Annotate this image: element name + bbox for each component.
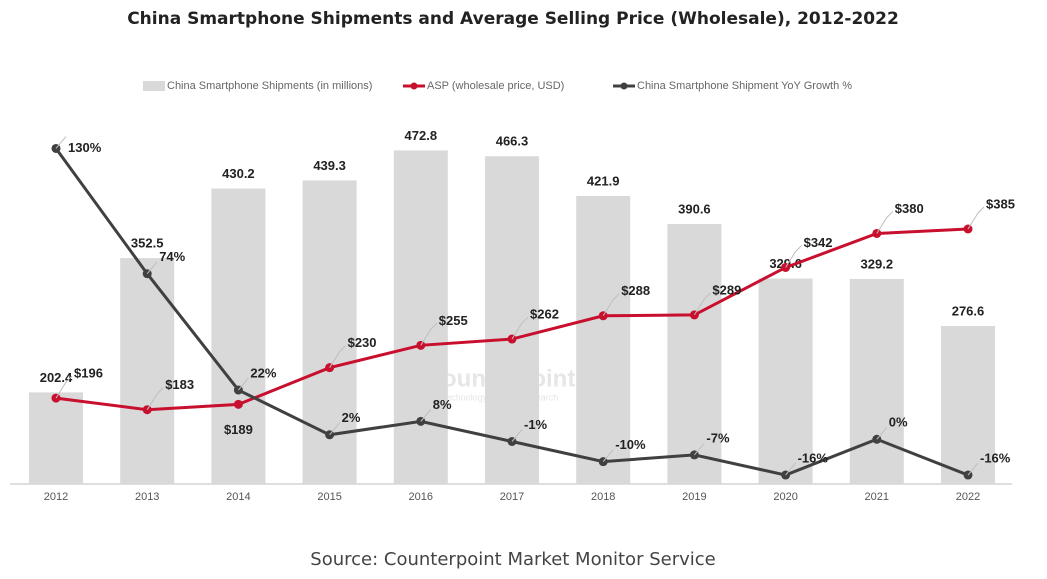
leader-line <box>420 409 432 422</box>
leader-line <box>876 211 894 234</box>
bar-label: 430.2 <box>222 166 255 181</box>
chart-title: China Smartphone Shipments and Average S… <box>127 9 899 29</box>
leader-line <box>693 292 711 316</box>
leader-line <box>329 345 346 368</box>
legend-swatch <box>620 82 628 90</box>
data-label: $255 <box>439 313 468 328</box>
bar-label: 276.6 <box>952 303 985 318</box>
data-label: 22% <box>250 365 276 380</box>
line-point <box>233 399 243 409</box>
leader-line <box>146 261 158 275</box>
x-tick-label: 2015 <box>317 491 341 503</box>
leader-line <box>146 387 164 411</box>
bar <box>485 156 539 485</box>
data-label: 2% <box>342 410 361 425</box>
bar-label: 390.6 <box>678 201 711 216</box>
data-label: -16% <box>798 450 829 465</box>
x-tick-label: 2022 <box>956 491 980 503</box>
bar-label: 439.3 <box>313 158 346 173</box>
x-tick-label: 2020 <box>773 491 797 503</box>
data-label: $380 <box>895 201 924 216</box>
bar <box>758 278 813 484</box>
bar <box>393 150 448 484</box>
x-tick-label: 2013 <box>135 491 159 503</box>
x-tick-label: 2018 <box>591 491 615 503</box>
data-label: $342 <box>804 235 833 250</box>
bar-label: 421.9 <box>587 173 620 188</box>
leader-line <box>694 442 705 456</box>
bar <box>941 325 995 484</box>
data-label: $262 <box>530 306 559 321</box>
data-label: -16% <box>980 450 1011 465</box>
leader-line <box>511 316 529 340</box>
bar-label: 329.2 <box>861 256 894 271</box>
data-label: $189 <box>224 422 253 437</box>
data-label: -10% <box>615 437 646 452</box>
leader-line <box>785 462 796 476</box>
bar <box>120 258 175 484</box>
legend-label: ASP (wholesale price, USD) <box>427 80 564 92</box>
bar-label: 472.8 <box>405 128 438 143</box>
data-label: 8% <box>433 397 452 412</box>
legend-swatch <box>143 81 165 91</box>
bar <box>576 195 631 485</box>
leader-line <box>785 245 802 268</box>
leader-line <box>55 375 73 399</box>
data-label: 0% <box>889 415 908 430</box>
legend-label: China Smartphone Shipment YoY Growth % <box>637 80 852 92</box>
data-label: $385 <box>986 196 1015 211</box>
data-label: -1% <box>524 417 548 432</box>
x-tick-label: 2021 <box>865 491 889 503</box>
data-label: $230 <box>348 335 377 350</box>
bar-label: 352.5 <box>131 236 164 251</box>
leader-line <box>602 293 620 317</box>
leader-line <box>329 422 340 436</box>
data-label: 74% <box>159 249 185 264</box>
leader-line <box>238 377 249 391</box>
leader-line <box>602 449 614 462</box>
leader-line <box>876 426 888 440</box>
bar-label: 202.4 <box>40 370 73 385</box>
x-tick-label: 2014 <box>226 491 250 503</box>
leader-line <box>967 462 979 476</box>
bar <box>667 223 722 484</box>
data-label: $196 <box>74 366 103 381</box>
leader-line <box>420 322 438 346</box>
bar <box>211 188 266 484</box>
x-tick-label: 2016 <box>409 491 433 503</box>
source: Source: Counterpoint Market Monitor Serv… <box>310 549 715 570</box>
data-label: $289 <box>712 282 741 297</box>
data-label: 130% <box>68 140 102 155</box>
leader-line <box>55 136 67 149</box>
bar-label: 466.3 <box>496 134 529 149</box>
leader-line <box>967 206 985 230</box>
data-label: -7% <box>706 430 730 445</box>
data-label: $288 <box>621 283 650 298</box>
bar <box>849 278 904 484</box>
bar <box>29 392 83 484</box>
data-label: $183 <box>165 377 194 392</box>
leader-line <box>511 429 523 442</box>
legend-label: China Smartphone Shipments (in millions) <box>167 80 372 92</box>
x-tick-label: 2012 <box>44 491 68 503</box>
x-tick-label: 2019 <box>682 491 706 503</box>
x-tick-label: 2017 <box>500 491 524 503</box>
legend-swatch <box>410 82 418 90</box>
